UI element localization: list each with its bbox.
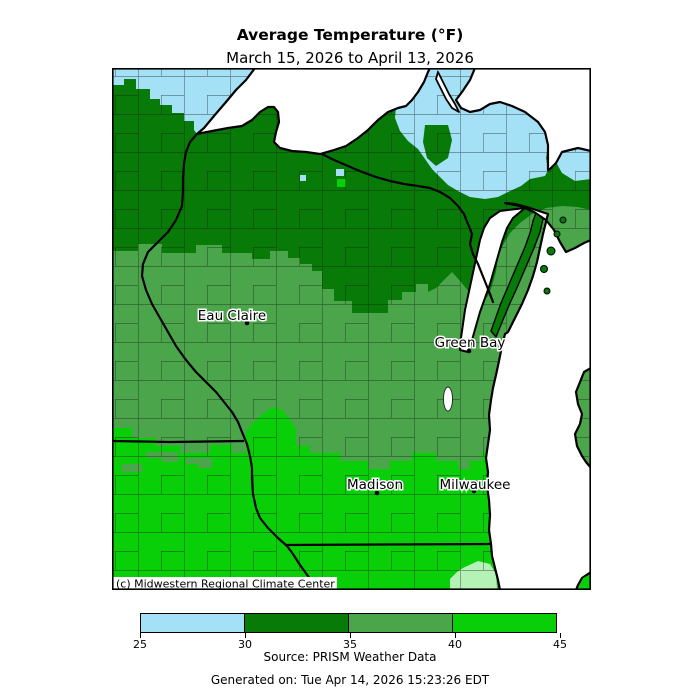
lake-winnebago	[443, 386, 453, 412]
legend-tick-label: 35	[343, 638, 357, 651]
lake-superior-east	[454, 68, 591, 172]
page-subtitle: March 15, 2026 to April 13, 2026	[226, 49, 474, 67]
page-title: Average Temperature (°F)	[236, 26, 464, 44]
city-dot-green-bay	[466, 348, 472, 354]
legend-segment-35-40	[348, 613, 453, 633]
island	[559, 216, 567, 224]
state-border-mn-wi	[140, 132, 318, 590]
door-peninsula	[490, 212, 544, 338]
state-border-wi-mi	[320, 152, 495, 304]
legend-tick-label: 25	[133, 638, 147, 651]
state-border-wi-il	[284, 542, 493, 547]
legend-tick	[455, 633, 456, 638]
city-label-green-bay: Green Bay	[435, 335, 506, 351]
legend-colorbar	[140, 613, 560, 633]
lake-michigan	[484, 201, 591, 590]
city-dot-milwaukee	[471, 488, 477, 494]
island	[540, 265, 548, 273]
keweenaw-bay	[435, 71, 460, 113]
generated-text: Generated on: Tue Apr 14, 2026 15:23:26 …	[210, 673, 490, 687]
legend-segment-40-45	[452, 613, 557, 633]
legend-tick-label: 40	[448, 638, 462, 651]
legend-tick	[350, 633, 351, 638]
legend-tick-label: 45	[553, 638, 567, 651]
legend-segment-30-35	[244, 613, 349, 633]
lake-superior-west	[195, 68, 432, 156]
legend-tick	[560, 633, 561, 638]
source-text: Source: PRISM Weather Data	[263, 650, 437, 664]
michigan-shore-sliver	[578, 574, 591, 590]
attribution-text: (c) Midwestern Regional Climate Center	[116, 577, 335, 590]
temperature-map: Eau Claire Green Bay Madison Milwaukee (…	[112, 68, 591, 590]
island	[546, 246, 556, 256]
map-frame	[112, 68, 591, 590]
city-dot-madison	[374, 490, 380, 496]
green-bay-water	[459, 207, 526, 353]
city-label-madison: Madison	[347, 477, 403, 493]
state-border-mn-ia	[112, 439, 245, 444]
legend-tick-label: 30	[238, 638, 252, 651]
legend-tick	[245, 633, 246, 638]
city-label-eau-claire: Eau Claire	[198, 308, 266, 324]
island	[553, 230, 561, 238]
legend-tick	[140, 633, 141, 638]
city-label-milwaukee: Milwaukee	[440, 477, 511, 493]
legend-segment-25-30	[140, 613, 245, 633]
city-dot-eau-claire	[244, 320, 250, 326]
attribution-box	[112, 577, 337, 590]
island	[543, 287, 551, 295]
